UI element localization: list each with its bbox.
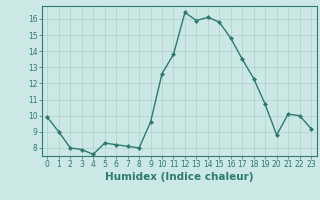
X-axis label: Humidex (Indice chaleur): Humidex (Indice chaleur) <box>105 172 253 182</box>
